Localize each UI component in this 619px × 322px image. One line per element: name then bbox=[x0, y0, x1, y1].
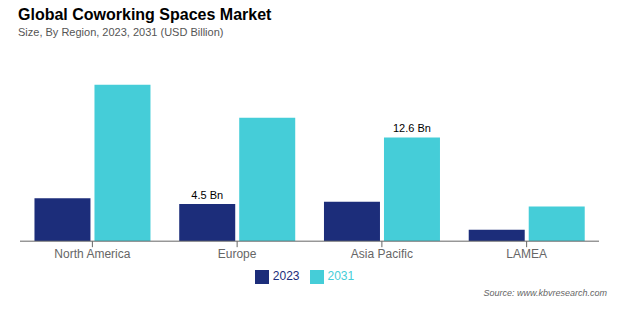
svg-text:12.6 Bn: 12.6 Bn bbox=[393, 122, 431, 134]
svg-text:Europe: Europe bbox=[218, 247, 257, 261]
html-text:Global Coworking Spaces Market: Global Coworking Spaces Market bbox=[18, 6, 272, 23]
html-text:Source: www.kbvresearch.com: Source: www.kbvresearch.com bbox=[483, 288, 607, 298]
html-text:2023: 2023 bbox=[272, 269, 300, 284]
svg-text:LAMEA: LAMEA bbox=[506, 247, 547, 261]
html-text:2031: 2031 bbox=[327, 269, 355, 284]
svg-text:Asia Pacific: Asia Pacific bbox=[351, 247, 413, 261]
html-text:Size, By Region, 2023, 2031 (U: Size, By Region, 2023, 2031 (USD Billion… bbox=[18, 26, 224, 38]
svg-text:4.5 Bn: 4.5 Bn bbox=[191, 189, 223, 201]
svg-text:North America: North America bbox=[54, 247, 130, 261]
